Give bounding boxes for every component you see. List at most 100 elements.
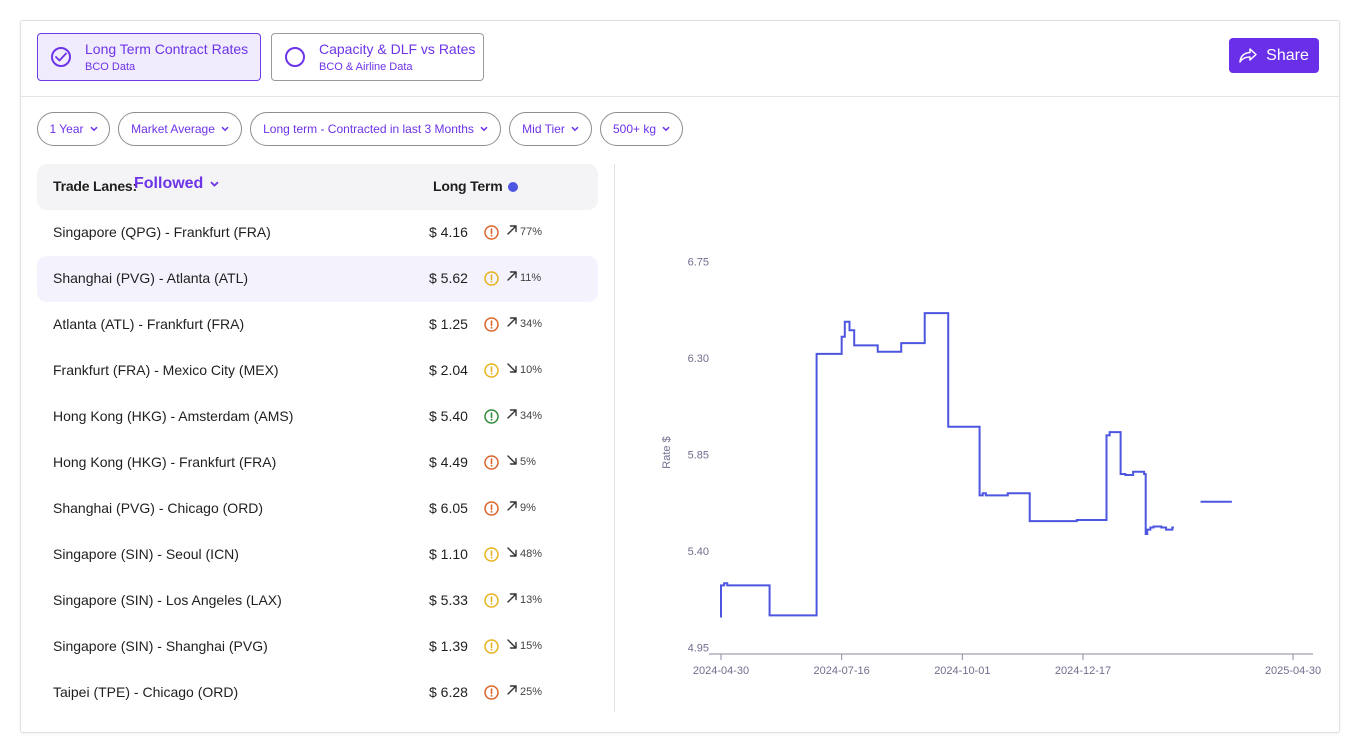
rate-chart-svg: 4.95 5.40 5.85 6.30 6.75 2024-04-30 2024-07-16… xyxy=(661,257,1321,677)
alert-yellow-icon xyxy=(484,363,499,378)
trend-percent: 34% xyxy=(520,410,543,422)
filter-label: 500+ kg xyxy=(612,122,657,136)
x-tick-label: 2024-12-17 xyxy=(1055,665,1111,677)
filter-period[interactable]: 1 Year xyxy=(37,112,110,146)
trade-lane-rate: $ 5.33 xyxy=(429,592,468,608)
tab-subtitle: BCO Data xyxy=(85,60,136,73)
alert-orange-icon xyxy=(484,685,499,700)
chevron-down-icon xyxy=(571,126,579,132)
share-button[interactable]: Share xyxy=(1229,38,1319,73)
series-color-dot xyxy=(508,182,518,192)
panel-divider xyxy=(614,164,615,712)
share-label: Share xyxy=(1266,46,1309,64)
filter-contract-type[interactable]: Long term - Contracted in last 3 Months xyxy=(250,112,501,146)
share-icon xyxy=(1239,47,1257,63)
long-term-column-header: Long Term xyxy=(433,178,503,194)
followed-label: Followed xyxy=(134,175,204,192)
trade-lane-name: Frankfurt (FRA) - Mexico City (MEX) xyxy=(53,362,279,378)
arrow-up-right-icon xyxy=(507,317,517,327)
filter-label: 1 Year xyxy=(49,122,84,136)
alert-orange-icon xyxy=(484,317,499,332)
trade-lane-row[interactable]: Shanghai (PVG) - Atlanta (ATL) $ 5.62 11% xyxy=(37,256,598,302)
trade-lane-row[interactable]: Taipei (TPE) - Chicago (ORD) $ 6.28 25% xyxy=(37,670,598,716)
trade-lane-name: Shanghai (PVG) - Atlanta (ATL) xyxy=(53,270,249,286)
main-card: Long Term Contract Rates BCO Data Capaci… xyxy=(20,20,1340,733)
alert-yellow-icon xyxy=(484,271,499,286)
filter-market[interactable]: Market Average xyxy=(118,112,242,146)
trade-lane-rate: $ 2.04 xyxy=(429,362,468,378)
trade-lane-rate: $ 4.16 xyxy=(429,224,468,240)
arrow-up-right-icon xyxy=(507,685,517,695)
trade-lane-rate: $ 5.40 xyxy=(429,408,468,424)
y-tick-label: 6.75 xyxy=(688,257,709,269)
trade-lane-row[interactable]: Shanghai (PVG) - Chicago (ORD) $ 6.05 9% xyxy=(37,486,598,532)
trade-lane-rate: $ 6.28 xyxy=(429,684,468,700)
tab-capacity-dlf-vs-rates[interactable]: Capacity & DLF vs Rates BCO & Airline Da… xyxy=(271,33,484,81)
arrow-down-right-icon xyxy=(507,455,517,465)
followed-dropdown[interactable]: Followed xyxy=(134,175,219,193)
trade-lanes-header: Trade Lanes: Followed Long Term xyxy=(37,164,598,210)
tab-title: Long Term Contract Rates xyxy=(85,40,249,57)
arrow-up-right-icon xyxy=(507,501,517,511)
trade-lane-row[interactable]: Hong Kong (HKG) - Frankfurt (FRA) $ 4.49 5… xyxy=(37,440,598,486)
trade-lane-name: Singapore (SIN) - Shanghai (PVG) xyxy=(53,638,268,654)
filter-label: Long term - Contracted in last 3 Months xyxy=(263,122,474,136)
trade-lane-rate: $ 4.49 xyxy=(429,454,468,470)
chevron-down-icon xyxy=(89,126,98,132)
alert-orange-icon xyxy=(484,455,499,470)
filter-tier[interactable]: Mid Tier xyxy=(509,112,592,146)
filter-weight[interactable]: 500+ kg xyxy=(600,112,683,146)
y-tick-label: 4.95 xyxy=(688,643,709,655)
chevron-down-icon xyxy=(662,126,670,132)
trade-lane-row[interactable]: Singapore (SIN) - Shanghai (PVG) $ 1.39 15… xyxy=(37,624,598,670)
tab-long-term-contract-rates[interactable]: Long Term Contract Rates BCO Data xyxy=(37,33,261,81)
trade-lane-name: Atlanta (ATL) - Frankfurt (FRA) xyxy=(53,316,245,332)
trend-percent: 77% xyxy=(520,226,543,238)
rate-series-line xyxy=(720,312,1174,618)
trade-lanes-label: Trade Lanes: xyxy=(53,178,137,194)
alert-yellow-icon xyxy=(484,593,499,608)
arrow-up-right-icon xyxy=(507,271,517,281)
trade-lane-rate: $ 5.62 xyxy=(429,270,468,286)
alert-yellow-icon xyxy=(484,547,499,562)
filter-label: Market Average xyxy=(131,122,215,136)
chevron-down-icon xyxy=(480,126,488,132)
trade-lane-name: Hong Kong (HKG) - Frankfurt (FRA) xyxy=(53,454,277,470)
trade-lane-row[interactable]: Singapore (SIN) - Seoul (ICN) $ 1.10 48% xyxy=(37,532,598,578)
arrow-up-right-icon xyxy=(507,593,517,603)
x-tick-label: 2024-07-16 xyxy=(814,665,870,677)
arrow-up-right-icon xyxy=(507,409,517,419)
trend-percent: 13% xyxy=(520,594,543,606)
y-tick-label: 5.40 xyxy=(688,546,709,558)
trend-percent: 48% xyxy=(520,548,543,560)
trend-percent: 9% xyxy=(520,502,536,514)
y-tick-label: 5.85 xyxy=(688,450,709,462)
rate-chart: 4.95 5.40 5.85 6.30 6.75 2024-04-30 2024-07-16… xyxy=(621,191,1331,711)
x-tick-label: 2024-04-30 xyxy=(693,665,749,677)
trade-lane-name: Singapore (SIN) - Los Angeles (LAX) xyxy=(53,592,282,608)
trade-lane-row[interactable]: Singapore (QPG) - Frankfurt (FRA) $ 4.16 7… xyxy=(37,210,598,256)
alert-orange-icon xyxy=(484,225,499,240)
trade-lane-row[interactable]: Singapore (SIN) - Los Angeles (LAX) $ 5.3… xyxy=(37,578,598,624)
trend-percent: 10% xyxy=(520,364,543,376)
alert-yellow-icon xyxy=(484,639,499,654)
trade-lane-name: Shanghai (PVG) - Chicago (ORD) xyxy=(53,500,264,516)
trade-lane-row[interactable]: Frankfurt (FRA) - Mexico City (MEX) $ 2.0… xyxy=(37,348,598,394)
filter-label: Mid Tier xyxy=(522,122,565,136)
trade-lane-rate: $ 1.25 xyxy=(429,316,468,332)
trend-percent: 11% xyxy=(520,272,542,284)
x-tick-label: 2025-04-30 xyxy=(1265,665,1321,677)
arrow-up-right-icon xyxy=(507,225,517,235)
chevron-down-icon xyxy=(210,181,219,187)
tab-subtitle: BCO & Airline Data xyxy=(319,60,413,73)
chevron-down-icon xyxy=(221,126,229,132)
trend-percent: 5% xyxy=(520,456,536,468)
trade-lane-row[interactable]: Atlanta (ATL) - Frankfurt (FRA) $ 1.25 34% xyxy=(37,302,598,348)
header: Long Term Contract Rates BCO Data Capaci… xyxy=(21,21,1339,97)
trade-lane-name: Taipei (TPE) - Chicago (ORD) xyxy=(53,684,239,700)
alert-green-icon xyxy=(484,409,499,424)
trade-lane-name: Singapore (SIN) - Seoul (ICN) xyxy=(53,546,239,562)
check-circle-icon xyxy=(51,47,71,67)
radio-circle-icon xyxy=(285,47,305,67)
trade-lane-row[interactable]: Hong Kong (HKG) - Amsterdam (AMS) $ 5.40 3… xyxy=(37,394,598,440)
